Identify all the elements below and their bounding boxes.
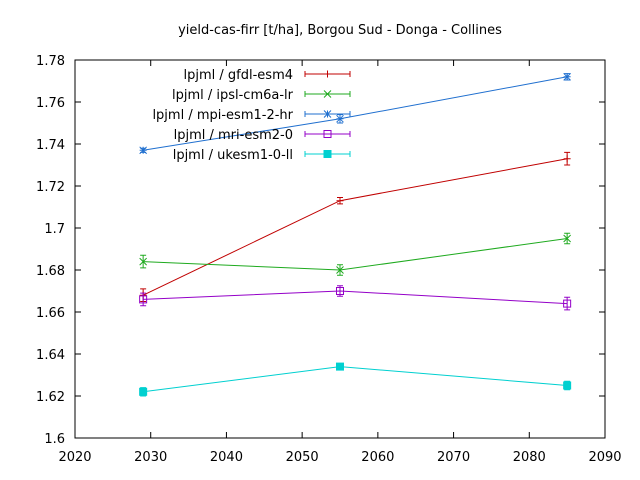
legend-label: lpjml / mpi-esm1-2-hr xyxy=(152,108,293,123)
y-tick-label: 1.66 xyxy=(36,306,65,321)
legend-marker xyxy=(323,90,332,98)
legend-label: lpjml / ipsl-cm6a-lr xyxy=(172,88,294,103)
data-point xyxy=(563,155,571,163)
chart-title: yield-cas-firr [t/ha], Borgou Sud - Dong… xyxy=(178,23,502,38)
y-tick-label: 1.68 xyxy=(36,264,65,279)
data-point xyxy=(139,387,148,396)
series-line xyxy=(142,158,568,296)
legend-marker xyxy=(323,110,332,118)
series-1 xyxy=(139,232,571,276)
y-tick-label: 1.6 xyxy=(44,432,65,447)
legend-label: lpjml / mri-esm2-0 xyxy=(174,128,293,143)
legend-entry: lpjml / mpi-esm1-2-hr xyxy=(152,108,351,123)
x-tick-label: 2040 xyxy=(210,450,243,465)
data-point xyxy=(336,114,344,123)
x-tick-label: 2080 xyxy=(513,450,546,465)
legend-label: lpjml / ukesm1-0-ll xyxy=(173,148,293,163)
x-tick-label: 2030 xyxy=(134,450,167,465)
data-point xyxy=(139,146,147,155)
legend-entry: lpjml / ipsl-cm6a-lr xyxy=(172,88,351,103)
legend: lpjml / gfdl-esm4 lpjml / ipsl-cm6a-lr lpj… xyxy=(152,68,351,163)
y-tick-label: 1.72 xyxy=(36,180,65,195)
plot-frame xyxy=(74,59,606,439)
data-point xyxy=(139,295,148,304)
x-tick-label: 2050 xyxy=(286,450,319,465)
series-3 xyxy=(139,285,572,311)
series-group xyxy=(139,72,572,397)
data-point xyxy=(563,381,572,390)
y-tick-label: 1.64 xyxy=(36,348,65,363)
data-point xyxy=(336,266,344,274)
error-bar xyxy=(140,292,147,307)
y-tick-label: 1.7 xyxy=(44,222,65,237)
series-2 xyxy=(139,72,571,155)
series-line xyxy=(143,238,568,271)
legend-entry: lpjml / mri-esm2-0 xyxy=(174,128,351,143)
data-point xyxy=(336,362,344,371)
series-4 xyxy=(139,362,572,397)
data-point xyxy=(563,72,571,81)
x-tick-label: 2060 xyxy=(361,450,394,465)
x-tick-label: 2090 xyxy=(588,450,621,465)
legend-label: lpjml / gfdl-esm4 xyxy=(184,68,293,83)
legend-marker xyxy=(323,130,332,138)
data-point xyxy=(336,287,344,295)
legend-marker xyxy=(323,150,332,158)
x-tick-label: 2020 xyxy=(58,450,91,465)
y-tick-label: 1.74 xyxy=(36,138,65,153)
y-axis: 1.6 1.62 1.64 1.66 1.68 1.7 1.72 1.74 1.76 1.78 xyxy=(36,54,605,447)
legend-marker xyxy=(324,70,331,78)
y-tick-label: 1.62 xyxy=(36,390,65,405)
series-line xyxy=(143,366,568,393)
data-point xyxy=(563,234,571,243)
legend-entry: lpjml / gfdl-esm4 xyxy=(184,68,351,83)
y-tick-label: 1.78 xyxy=(36,54,65,69)
series-0 xyxy=(139,151,571,302)
data-point xyxy=(139,257,147,266)
error-bar xyxy=(564,296,571,311)
legend-line xyxy=(304,131,351,137)
y-tick-label: 1.76 xyxy=(36,96,65,111)
series-line xyxy=(143,290,568,305)
legend-entry: lpjml / ukesm1-0-ll xyxy=(173,148,351,163)
x-axis: 2020 2030 2040 2050 2060 2070 2080 2090 xyxy=(58,60,622,465)
data-point xyxy=(563,299,572,308)
x-tick-label: 2070 xyxy=(437,450,470,465)
data-point xyxy=(336,197,344,205)
